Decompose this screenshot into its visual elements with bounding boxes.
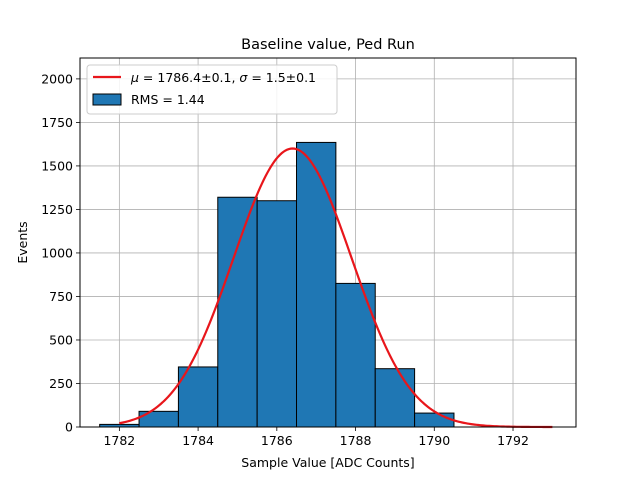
histogram-bar	[256, 200, 298, 428]
plot-frame	[79, 57, 577, 428]
chart-title: Baseline value, Ped Run	[241, 37, 415, 53]
histogram-bar	[296, 141, 337, 428]
y-axis-ticks: 0 250 500 750 1000 1250 1500 1750 2000	[41, 71, 80, 435]
y-tick-label: 0	[65, 420, 73, 435]
x-tick-label: 1786	[261, 433, 293, 448]
x-tick-label: 1792	[497, 433, 529, 448]
y-tick-label: 250	[49, 376, 73, 391]
fit-curve	[119, 147, 553, 429]
histogram-bar	[374, 368, 416, 428]
legend-histogram-label: RMS = 1.44	[131, 92, 205, 107]
y-tick-label: 750	[49, 289, 73, 304]
legend-fit-label: μ = 1786.4±0.1, σ = 1.5±0.1	[130, 70, 316, 85]
legend-mu-text: = 1786.4±0.1,	[139, 70, 239, 85]
x-tick-label: 1790	[418, 433, 450, 448]
histogram-bars	[99, 141, 455, 428]
y-tick-label: 1250	[41, 202, 73, 217]
y-tick-label: 1500	[41, 158, 73, 173]
histogram-bar	[217, 196, 258, 428]
legend-histogram-swatch	[92, 93, 122, 106]
y-tick-label: 500	[49, 332, 73, 347]
x-tick-label: 1788	[340, 433, 372, 448]
x-tick-label: 1782	[103, 433, 135, 448]
y-axis-label: Events	[15, 221, 30, 263]
gaussian-fit	[119, 147, 553, 429]
legend-mu-symbol: μ	[130, 70, 139, 85]
x-axis-ticks: 1782 1784 1786 1788 1790 1792	[103, 427, 529, 448]
legend-sigma-text: = 1.5±0.1	[247, 70, 316, 85]
y-tick-label: 2000	[41, 71, 73, 86]
histogram-bar	[177, 366, 219, 428]
legend-sigma-symbol: σ	[239, 70, 248, 85]
x-axis-label: Sample Value [ADC Counts]	[241, 455, 414, 470]
y-tick-label: 1000	[41, 245, 73, 260]
legend: μ = 1786.4±0.1, σ = 1.5±0.1 RMS = 1.44	[86, 64, 338, 115]
histogram-bar	[414, 412, 455, 428]
legend-box	[86, 64, 338, 115]
y-tick-label: 1750	[41, 115, 73, 130]
x-tick-label: 1784	[182, 433, 214, 448]
